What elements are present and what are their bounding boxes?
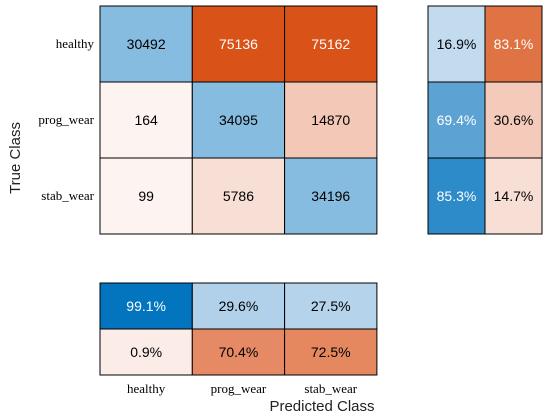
column-label-2: stab_wear xyxy=(304,381,357,396)
cm-cell-1-0-value: 164 xyxy=(134,112,158,128)
row-summary-correct-2-bg xyxy=(427,157,486,235)
row-summary-correct-0-bg xyxy=(427,5,486,83)
column-summary-incorrect-1-bg xyxy=(191,328,286,376)
cm-cell-0-2-bg xyxy=(284,5,378,83)
column-summary-incorrect-0-bg xyxy=(99,328,193,376)
cm-cell-2-2-bg xyxy=(284,157,378,235)
row-summary-correct-1-bg xyxy=(427,81,486,159)
row-labels: healthy prog_wear stab_wear xyxy=(38,36,94,203)
column-summary-incorrect-2-value: 72.5% xyxy=(311,344,351,360)
row-label-0: healthy xyxy=(56,36,95,51)
cm-cell-2-1-value: 5786 xyxy=(223,188,254,204)
row-summary-correct-2-value: 85.3% xyxy=(437,188,477,204)
row-summary-correct-0-value: 16.9% xyxy=(437,36,477,52)
cm-cell-2-2-value: 34196 xyxy=(311,188,350,204)
row-summary-matrix: 16.9% 83.1% 69.4% 30.6% 85.3% 14.7% xyxy=(427,5,543,235)
column-labels: healthy prog_wear stab_wear xyxy=(127,381,358,396)
column-summary-correct-2-value: 27.5% xyxy=(311,298,351,314)
cm-cell-0-2-value: 75162 xyxy=(311,36,350,52)
row-label-1: prog_wear xyxy=(38,112,94,127)
column-label-0: healthy xyxy=(127,381,166,396)
cm-cell-1-1-bg xyxy=(191,81,286,159)
column-summary-correct-2-bg xyxy=(284,282,378,330)
cm-cell-2-1-bg xyxy=(191,157,286,235)
cm-cell-0-0-value: 30492 xyxy=(127,36,166,52)
column-summary-correct-0-value: 99.1% xyxy=(126,298,166,314)
confusion-matrix: 30492 75136 75162 164 34095 14870 99 5786 34196 xyxy=(99,5,378,235)
row-summary-incorrect-0-value: 83.1% xyxy=(494,36,534,52)
row-summary-incorrect-2-value: 14.7% xyxy=(494,188,534,204)
cm-cell-1-2-value: 14870 xyxy=(311,112,350,128)
cm-cell-1-1-value: 34095 xyxy=(219,112,258,128)
cm-cell-2-0-value: 99 xyxy=(138,188,154,204)
column-summary-correct-0-bg xyxy=(99,282,193,330)
row-summary-correct-1-value: 69.4% xyxy=(437,112,477,128)
y-axis-label: True Class xyxy=(7,122,24,194)
x-axis-label: Predicted Class xyxy=(269,398,374,415)
column-summary-matrix: 99.1% 29.6% 27.5% 0.9% 70.4% 72.5% xyxy=(99,282,378,376)
row-summary-incorrect-0-bg xyxy=(484,5,543,83)
column-label-1: prog_wear xyxy=(211,381,267,396)
row-summary-incorrect-2-bg xyxy=(484,157,543,235)
cm-cell-1-0-bg xyxy=(99,81,193,159)
cm-cell-1-2-bg xyxy=(284,81,378,159)
column-summary-incorrect-1-value: 70.4% xyxy=(219,344,259,360)
cm-cell-2-0-bg xyxy=(99,157,193,235)
row-label-2: stab_wear xyxy=(41,188,94,203)
cm-cell-0-0-bg xyxy=(99,5,193,83)
row-summary-incorrect-1-value: 30.6% xyxy=(494,112,534,128)
column-summary-incorrect-2-bg xyxy=(284,328,378,376)
cm-cell-0-1-bg xyxy=(191,5,286,83)
column-summary-correct-1-bg xyxy=(191,282,286,330)
column-summary-correct-1-value: 29.6% xyxy=(219,298,259,314)
column-summary-incorrect-0-value: 0.9% xyxy=(130,344,162,360)
cm-cell-0-1-value: 75136 xyxy=(219,36,258,52)
